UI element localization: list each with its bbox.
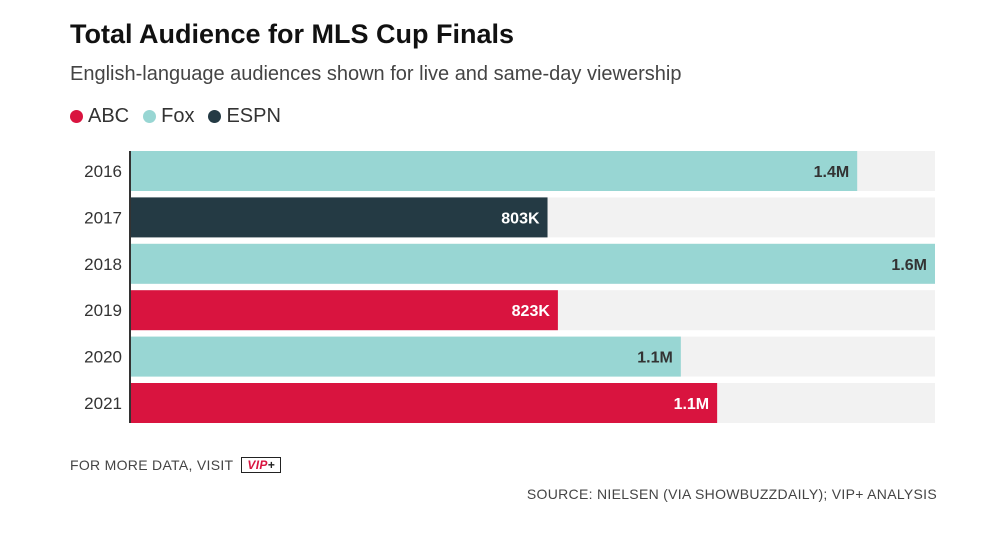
legend-label-abc: ABC (88, 105, 130, 127)
bar-2016 (131, 151, 858, 191)
bar-chart: 2016 1.4M 2017 803K 2018 1.6M 2019 823K 2020 1.1M… (84, 151, 935, 423)
legend-item-fox: Fox (143, 105, 194, 128)
value-label-2021: 1.1M (674, 396, 710, 413)
category-label-2016: 2016 (84, 162, 122, 181)
category-label-2017: 2017 (84, 208, 122, 227)
bar-2021 (131, 383, 718, 423)
value-label-2017: 803K (501, 210, 540, 227)
vip-logo-text: VIP (247, 458, 268, 472)
value-label-2020: 1.1M (637, 350, 673, 367)
value-label-2018: 1.6M (891, 257, 927, 274)
legend-dot-fox (143, 110, 157, 123)
chart-subtitle: English-language audiences shown for liv… (70, 63, 682, 85)
category-label-2021: 2021 (84, 394, 122, 413)
legend-dot-abc (70, 110, 83, 123)
value-label-2019: 823K (512, 303, 551, 320)
source-note: SOURCE: NIELSEN (VIA SHOWBUZZDAILY); VIP… (526, 486, 937, 502)
legend-item-abc: ABC (70, 105, 129, 128)
vip-plus-logo[interactable]: VIP+ (241, 457, 281, 473)
category-label-2020: 2020 (84, 348, 122, 367)
bar-2019 (131, 290, 558, 331)
chart-title: Total Audience for MLS Cup Finals (70, 19, 515, 49)
legend-label-fox: Fox (161, 105, 195, 127)
category-label-2019: 2019 (84, 301, 122, 320)
category-label-2018: 2018 (84, 255, 122, 274)
legend-label-espn: ESPN (226, 105, 281, 127)
legend: ABC Fox ESPN (70, 105, 281, 128)
bar-2020 (131, 336, 681, 377)
bar-2018 (131, 243, 935, 284)
more-data-text: FOR MORE DATA, VISIT (70, 457, 234, 473)
vip-logo-plus: + (267, 458, 275, 472)
legend-dot-espn (208, 110, 222, 123)
bar-2017 (131, 197, 548, 238)
value-label-2016: 1.4M (814, 164, 850, 181)
legend-item-espn: ESPN (208, 105, 281, 128)
footer-more-data: FOR MORE DATA, VISIT VIP+ (70, 457, 281, 473)
